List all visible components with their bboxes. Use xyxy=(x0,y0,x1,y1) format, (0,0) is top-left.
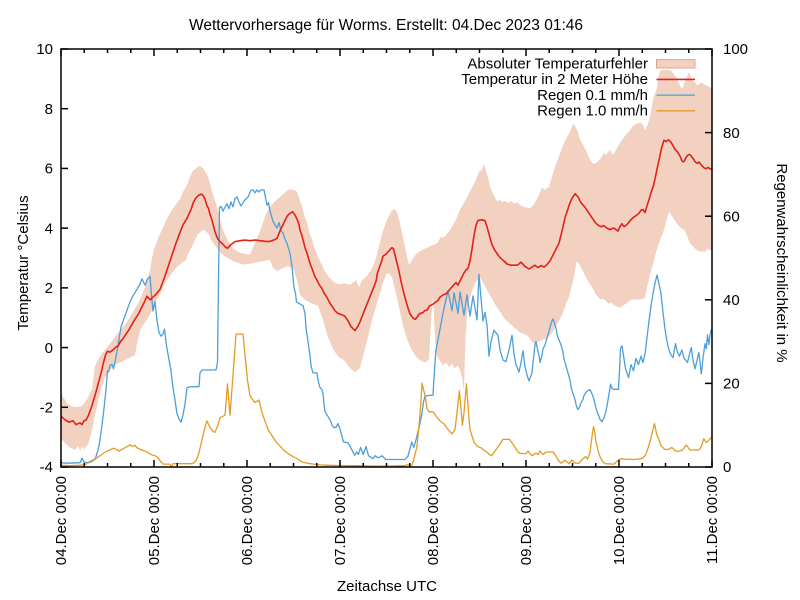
svg-text:04.Dec 00:00: 04.Dec 00:00 xyxy=(53,476,70,565)
svg-text:-2: -2 xyxy=(40,400,53,417)
svg-text:10: 10 xyxy=(36,41,53,58)
svg-text:Wettervorhersage für Worms. Er: Wettervorhersage für Worms. Erstellt: 04… xyxy=(189,17,583,34)
svg-text:06.Dec 00:00: 06.Dec 00:00 xyxy=(239,476,256,565)
svg-text:20: 20 xyxy=(723,376,740,393)
svg-text:09.Dec 00:00: 09.Dec 00:00 xyxy=(518,476,535,565)
svg-text:07.Dec 00:00: 07.Dec 00:00 xyxy=(332,476,349,565)
svg-text:100: 100 xyxy=(723,41,748,58)
svg-text:Zeitachse UTC: Zeitachse UTC xyxy=(337,578,437,595)
svg-text:6: 6 xyxy=(45,161,53,178)
svg-text:0: 0 xyxy=(45,340,53,357)
svg-text:05.Dec 00:00: 05.Dec 00:00 xyxy=(146,476,163,565)
svg-text:Regen 0.1 mm/h: Regen 0.1 mm/h xyxy=(537,87,648,104)
svg-text:4: 4 xyxy=(45,220,53,237)
svg-text:Regenwahrscheinlichkeit in %: Regenwahrscheinlichkeit in % xyxy=(773,163,790,362)
svg-text:Temperatur in 2 Meter Höhe: Temperatur in 2 Meter Höhe xyxy=(461,71,648,88)
svg-text:Regen 1.0 mm/h: Regen 1.0 mm/h xyxy=(537,103,648,120)
svg-text:Temperatur °Celsius: Temperatur °Celsius xyxy=(15,195,32,330)
svg-text:40: 40 xyxy=(723,292,740,309)
svg-text:11.Dec 00:00: 11.Dec 00:00 xyxy=(704,476,721,564)
svg-text:Absoluter Temperaturfehler: Absoluter Temperaturfehler xyxy=(467,56,648,73)
svg-text:0: 0 xyxy=(723,459,731,476)
svg-text:2: 2 xyxy=(45,280,53,297)
svg-text:10.Dec 00:00: 10.Dec 00:00 xyxy=(611,476,628,565)
svg-text:60: 60 xyxy=(723,208,740,225)
svg-text:08.Dec 00:00: 08.Dec 00:00 xyxy=(425,476,442,565)
svg-text:-4: -4 xyxy=(40,459,53,476)
svg-text:80: 80 xyxy=(723,125,740,142)
svg-text:8: 8 xyxy=(45,101,53,118)
